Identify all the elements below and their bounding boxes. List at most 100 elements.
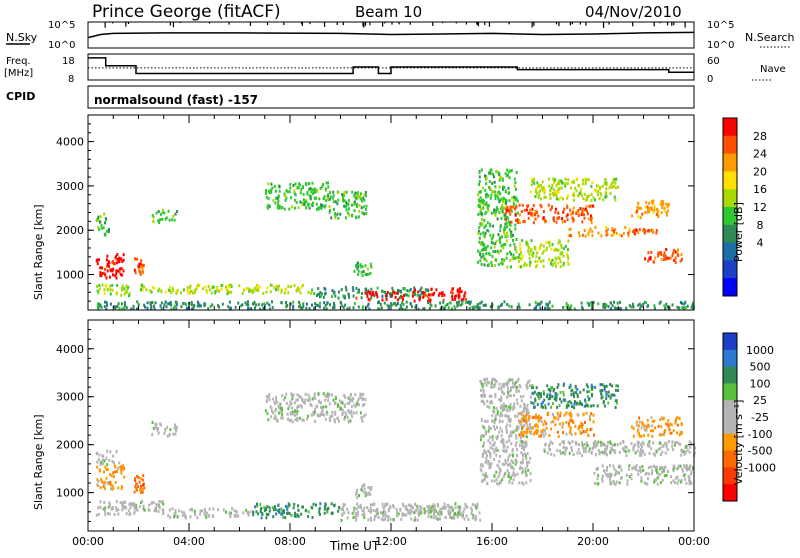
data-cell bbox=[476, 303, 479, 307]
data-cell bbox=[489, 462, 492, 466]
data-cell bbox=[380, 517, 383, 521]
data-cell bbox=[681, 469, 684, 473]
data-cell bbox=[394, 302, 397, 306]
data-cell bbox=[480, 388, 483, 392]
data-cell bbox=[520, 431, 523, 435]
data-cell bbox=[525, 418, 528, 422]
data-cell bbox=[162, 512, 165, 515]
data-cell bbox=[354, 393, 357, 397]
data-cell bbox=[364, 413, 367, 417]
data-cell bbox=[651, 201, 654, 205]
data-cell bbox=[354, 514, 357, 518]
data-cell bbox=[140, 271, 143, 275]
data-cell bbox=[333, 304, 336, 308]
data-cell bbox=[356, 291, 359, 294]
data-cell bbox=[464, 300, 467, 304]
data-cell bbox=[500, 216, 503, 220]
data-cell bbox=[678, 417, 681, 420]
data-cell bbox=[519, 242, 522, 246]
data-cell bbox=[173, 515, 175, 519]
data-cell bbox=[363, 193, 366, 197]
data-cell bbox=[643, 231, 646, 235]
data-cell bbox=[384, 290, 387, 294]
data-cell bbox=[530, 212, 533, 215]
data-cell bbox=[557, 211, 560, 215]
data-cell bbox=[370, 287, 373, 291]
data-cell bbox=[333, 418, 336, 422]
data-cell bbox=[120, 286, 123, 290]
data-cell bbox=[160, 212, 162, 216]
data-cell bbox=[135, 482, 138, 486]
data-cell bbox=[521, 446, 524, 450]
data-cell bbox=[581, 305, 583, 309]
data-cell bbox=[568, 400, 571, 404]
data-cell bbox=[482, 383, 485, 387]
data-cell bbox=[382, 509, 385, 512]
data-cell bbox=[566, 204, 569, 208]
data-cell bbox=[395, 507, 398, 511]
data-cell bbox=[662, 254, 665, 258]
data-cell bbox=[382, 290, 385, 294]
data-cell bbox=[495, 437, 498, 441]
data-cell bbox=[364, 272, 367, 276]
data-cell bbox=[265, 512, 268, 516]
data-cell bbox=[398, 289, 401, 293]
data-cell bbox=[529, 479, 532, 483]
data-cell bbox=[614, 228, 617, 232]
data-cell bbox=[564, 450, 567, 454]
data-cell bbox=[653, 419, 656, 423]
data-cell bbox=[347, 293, 350, 297]
data-cell bbox=[491, 264, 493, 268]
data-cell bbox=[624, 450, 627, 454]
data-cell bbox=[340, 288, 343, 292]
data-cell bbox=[136, 307, 138, 311]
data-cell bbox=[505, 428, 508, 432]
data-cell bbox=[690, 470, 693, 474]
data-cell bbox=[499, 229, 502, 233]
data-cell bbox=[562, 398, 565, 402]
data-cell bbox=[519, 248, 522, 252]
data-cell bbox=[647, 477, 649, 481]
data-cell bbox=[498, 178, 501, 182]
data-cell bbox=[486, 221, 489, 225]
data-cell bbox=[507, 405, 510, 409]
data-cell bbox=[451, 506, 454, 510]
data-cell bbox=[456, 303, 459, 307]
data-cell bbox=[289, 302, 292, 306]
data-cell bbox=[285, 304, 288, 308]
data-cell bbox=[268, 509, 271, 513]
data-cell bbox=[650, 416, 653, 420]
data-cell bbox=[506, 423, 509, 427]
data-cell bbox=[414, 510, 417, 514]
data-cell bbox=[662, 200, 665, 204]
data-cell bbox=[336, 404, 339, 408]
data-cell bbox=[132, 304, 135, 308]
data-cell bbox=[643, 428, 646, 432]
data-cell bbox=[485, 246, 488, 250]
data-cell bbox=[189, 286, 192, 290]
data-cell bbox=[664, 451, 667, 455]
data-cell bbox=[353, 506, 356, 510]
data-cell bbox=[545, 422, 548, 426]
data-cell bbox=[482, 444, 485, 448]
data-cell bbox=[298, 300, 300, 304]
data-cell bbox=[193, 288, 196, 292]
colorbar-tick-label: 4 bbox=[757, 237, 764, 250]
data-cell bbox=[123, 475, 126, 479]
data-cell bbox=[679, 259, 682, 263]
data-cell bbox=[640, 445, 643, 449]
data-cell bbox=[508, 199, 511, 203]
data-cell bbox=[300, 285, 303, 289]
data-cell bbox=[321, 412, 324, 416]
data-cell bbox=[324, 502, 327, 506]
data-cell bbox=[504, 222, 507, 226]
scatter-region bbox=[96, 283, 131, 298]
data-cell bbox=[260, 516, 263, 520]
data-cell bbox=[229, 307, 232, 311]
data-cell bbox=[488, 425, 491, 429]
data-cell bbox=[580, 421, 583, 425]
data-cell bbox=[292, 300, 295, 304]
data-cell bbox=[645, 482, 648, 486]
data-cell bbox=[567, 440, 570, 444]
data-cell bbox=[564, 182, 567, 185]
